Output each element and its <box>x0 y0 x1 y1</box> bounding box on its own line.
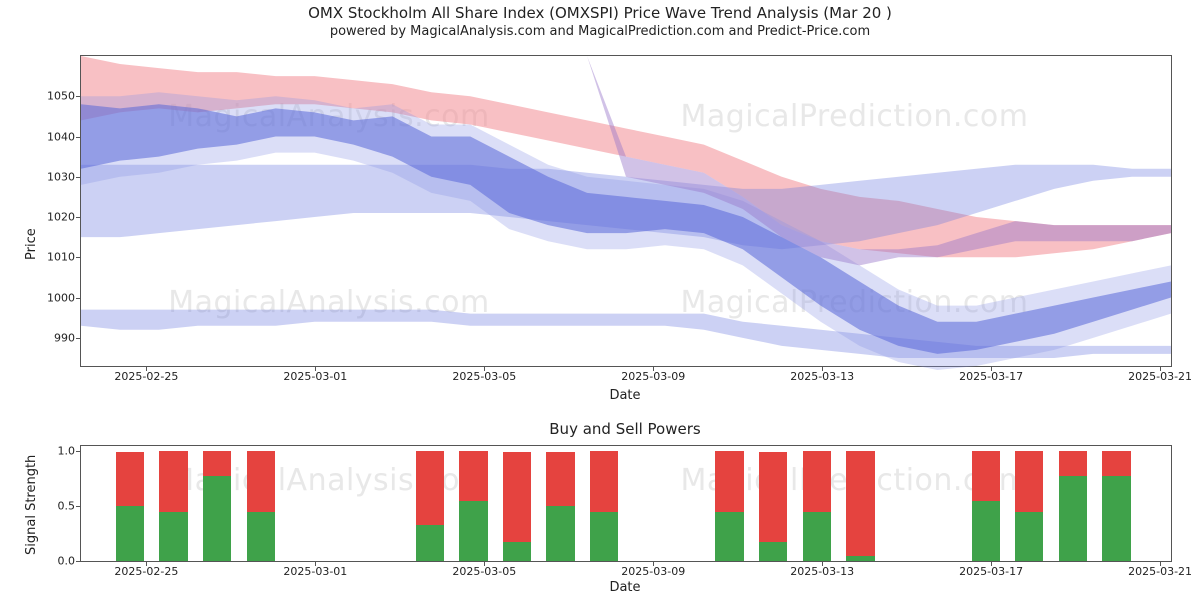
chart-subtitle: powered by MagicalAnalysis.com and Magic… <box>0 24 1200 41</box>
bottom-chart-title: Buy and Sell Powers <box>80 420 1170 438</box>
bar-pair <box>459 446 487 561</box>
ytick-mark <box>76 451 81 452</box>
buy-bar <box>203 476 231 561</box>
xtick-mark <box>822 561 823 566</box>
sell-bar <box>247 451 275 511</box>
buy-bar <box>1015 512 1043 561</box>
ytick-mark <box>76 338 81 339</box>
xtick-mark <box>484 366 485 371</box>
ytick-mark <box>76 217 81 218</box>
xtick-mark <box>315 366 316 371</box>
buy-bar <box>416 525 444 561</box>
sell-bar <box>416 451 444 524</box>
x-axis-label-bottom: Date <box>80 580 1170 595</box>
sell-bar <box>116 452 144 507</box>
ytick-mark <box>76 561 81 562</box>
sell-bar <box>803 451 831 511</box>
xtick-mark <box>653 561 654 566</box>
bar-pair <box>846 446 874 561</box>
sell-bar <box>972 451 1000 500</box>
ytick-mark <box>76 177 81 178</box>
sell-bar <box>759 452 787 543</box>
bar-pair <box>159 446 187 561</box>
bar-pair <box>247 446 275 561</box>
sell-bar <box>715 451 743 511</box>
xtick-mark <box>1160 561 1161 566</box>
xtick-mark <box>484 561 485 566</box>
ytick-mark <box>76 96 81 97</box>
wave-bands-svg <box>81 56 1171 366</box>
signal-chart: MagicalAnalysis.com MagicalPrediction.co… <box>80 445 1172 562</box>
buy-bar <box>116 506 144 561</box>
buy-bar <box>503 542 531 561</box>
sell-bar <box>590 451 618 511</box>
ytick-mark <box>76 137 81 138</box>
buy-bar <box>546 506 574 561</box>
xtick-mark <box>653 366 654 371</box>
buy-bar <box>1102 476 1130 561</box>
buy-bar <box>803 512 831 561</box>
sell-bar <box>546 452 574 507</box>
bar-pair <box>803 446 831 561</box>
title-block: OMX Stockholm All Share Index (OMXSPI) P… <box>0 0 1200 40</box>
sell-bar <box>1102 451 1130 475</box>
sell-bar <box>846 451 874 555</box>
xtick-mark <box>991 561 992 566</box>
buy-bar <box>459 501 487 561</box>
chart-title: OMX Stockholm All Share Index (OMXSPI) P… <box>0 4 1200 24</box>
buy-bar <box>247 512 275 561</box>
xtick-mark <box>822 366 823 371</box>
sell-bar <box>503 452 531 543</box>
sell-bar <box>459 451 487 500</box>
ytick-mark <box>76 298 81 299</box>
xtick-mark <box>146 366 147 371</box>
buy-bar <box>1059 476 1087 561</box>
xtick-mark <box>991 366 992 371</box>
xtick-mark <box>315 561 316 566</box>
price-chart: MagicalAnalysis.com MagicalPrediction.co… <box>80 55 1172 367</box>
bar-pair <box>715 446 743 561</box>
figure: OMX Stockholm All Share Index (OMXSPI) P… <box>0 0 1200 600</box>
bar-pair <box>546 446 574 561</box>
buy-bar <box>590 512 618 561</box>
sell-bar <box>203 451 231 475</box>
ytick-mark <box>76 506 81 507</box>
buy-bar <box>159 512 187 561</box>
y-axis-label: Price <box>24 228 39 260</box>
bar-pair <box>203 446 231 561</box>
buy-bar <box>715 512 743 561</box>
sell-bar <box>1059 451 1087 475</box>
bar-pair <box>116 446 144 561</box>
bar-pair <box>759 446 787 561</box>
sell-bar <box>159 451 187 511</box>
xtick-mark <box>146 561 147 566</box>
y-axis-label-bottom: Signal Strength <box>24 455 39 555</box>
sell-bar <box>1015 451 1043 511</box>
bar-pair <box>1102 446 1130 561</box>
buy-bar <box>759 542 787 561</box>
bar-pair <box>1015 446 1043 561</box>
x-axis-label: Date <box>80 388 1170 403</box>
bar-pair <box>503 446 531 561</box>
ytick-mark <box>76 257 81 258</box>
bar-pair <box>972 446 1000 561</box>
buy-bar <box>972 501 1000 561</box>
bar-pair <box>1059 446 1087 561</box>
bar-pair <box>590 446 618 561</box>
bar-pair <box>416 446 444 561</box>
buy-bar <box>846 556 874 561</box>
xtick-mark <box>1160 366 1161 371</box>
